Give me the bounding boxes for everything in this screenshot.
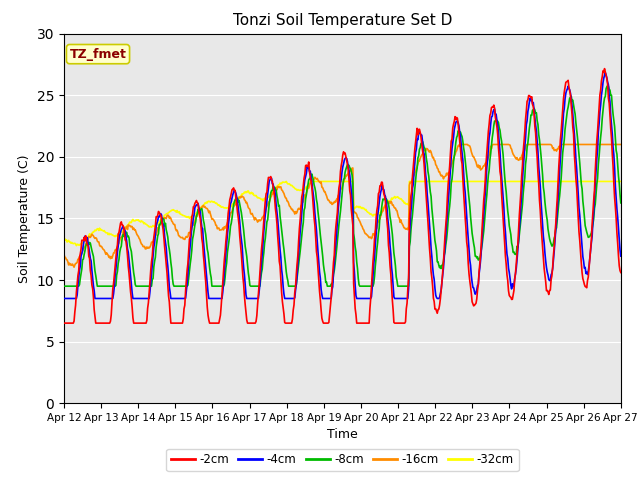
-16cm <box>411 170 419 176</box>
-8cm <box>184 282 192 288</box>
-32cm <box>60 235 68 240</box>
-4cm <box>60 296 68 301</box>
-16cm <box>128 224 136 229</box>
-2cm <box>60 320 68 326</box>
-8cm <box>214 283 221 289</box>
-32cm <box>617 179 625 184</box>
-2cm <box>70 318 78 324</box>
-32cm <box>70 240 78 246</box>
-32cm <box>214 202 222 208</box>
-4cm <box>410 168 418 174</box>
-32cm <box>72 243 80 249</box>
-2cm <box>410 153 418 159</box>
-2cm <box>127 296 135 301</box>
-2cm <box>426 255 434 261</box>
-32cm <box>412 179 419 184</box>
-32cm <box>428 179 436 184</box>
-16cm <box>185 230 193 236</box>
-16cm <box>70 264 78 270</box>
-16cm <box>60 252 68 257</box>
-4cm <box>70 296 78 301</box>
Line: -2cm: -2cm <box>64 69 621 323</box>
-2cm <box>214 320 221 326</box>
-16cm <box>71 262 79 268</box>
-2cm <box>601 66 609 72</box>
-16cm <box>457 142 465 147</box>
-8cm <box>60 283 68 289</box>
-16cm <box>214 225 222 231</box>
-4cm <box>214 296 221 301</box>
Title: Tonzi Soil Temperature Set D: Tonzi Soil Temperature Set D <box>233 13 452 28</box>
-2cm <box>617 270 625 276</box>
-4cm <box>127 282 135 288</box>
-4cm <box>602 70 609 76</box>
-16cm <box>617 142 625 147</box>
Text: TZ_fmet: TZ_fmet <box>70 48 127 60</box>
-8cm <box>127 249 135 254</box>
-32cm <box>282 179 290 184</box>
Line: -8cm: -8cm <box>64 85 621 286</box>
-32cm <box>128 217 136 223</box>
-8cm <box>410 194 418 200</box>
-2cm <box>184 261 192 266</box>
-4cm <box>184 271 192 276</box>
-8cm <box>70 283 78 289</box>
-4cm <box>426 232 434 238</box>
Legend: -2cm, -4cm, -8cm, -16cm, -32cm: -2cm, -4cm, -8cm, -16cm, -32cm <box>166 449 518 471</box>
-4cm <box>617 253 625 259</box>
-8cm <box>426 189 434 195</box>
-32cm <box>185 214 193 219</box>
-8cm <box>617 200 625 206</box>
Y-axis label: Soil Temperature (C): Soil Temperature (C) <box>18 154 31 283</box>
Line: -16cm: -16cm <box>64 144 621 267</box>
-16cm <box>428 149 435 155</box>
Line: -4cm: -4cm <box>64 73 621 299</box>
X-axis label: Time: Time <box>327 429 358 442</box>
-8cm <box>604 83 611 88</box>
Line: -32cm: -32cm <box>64 181 621 246</box>
